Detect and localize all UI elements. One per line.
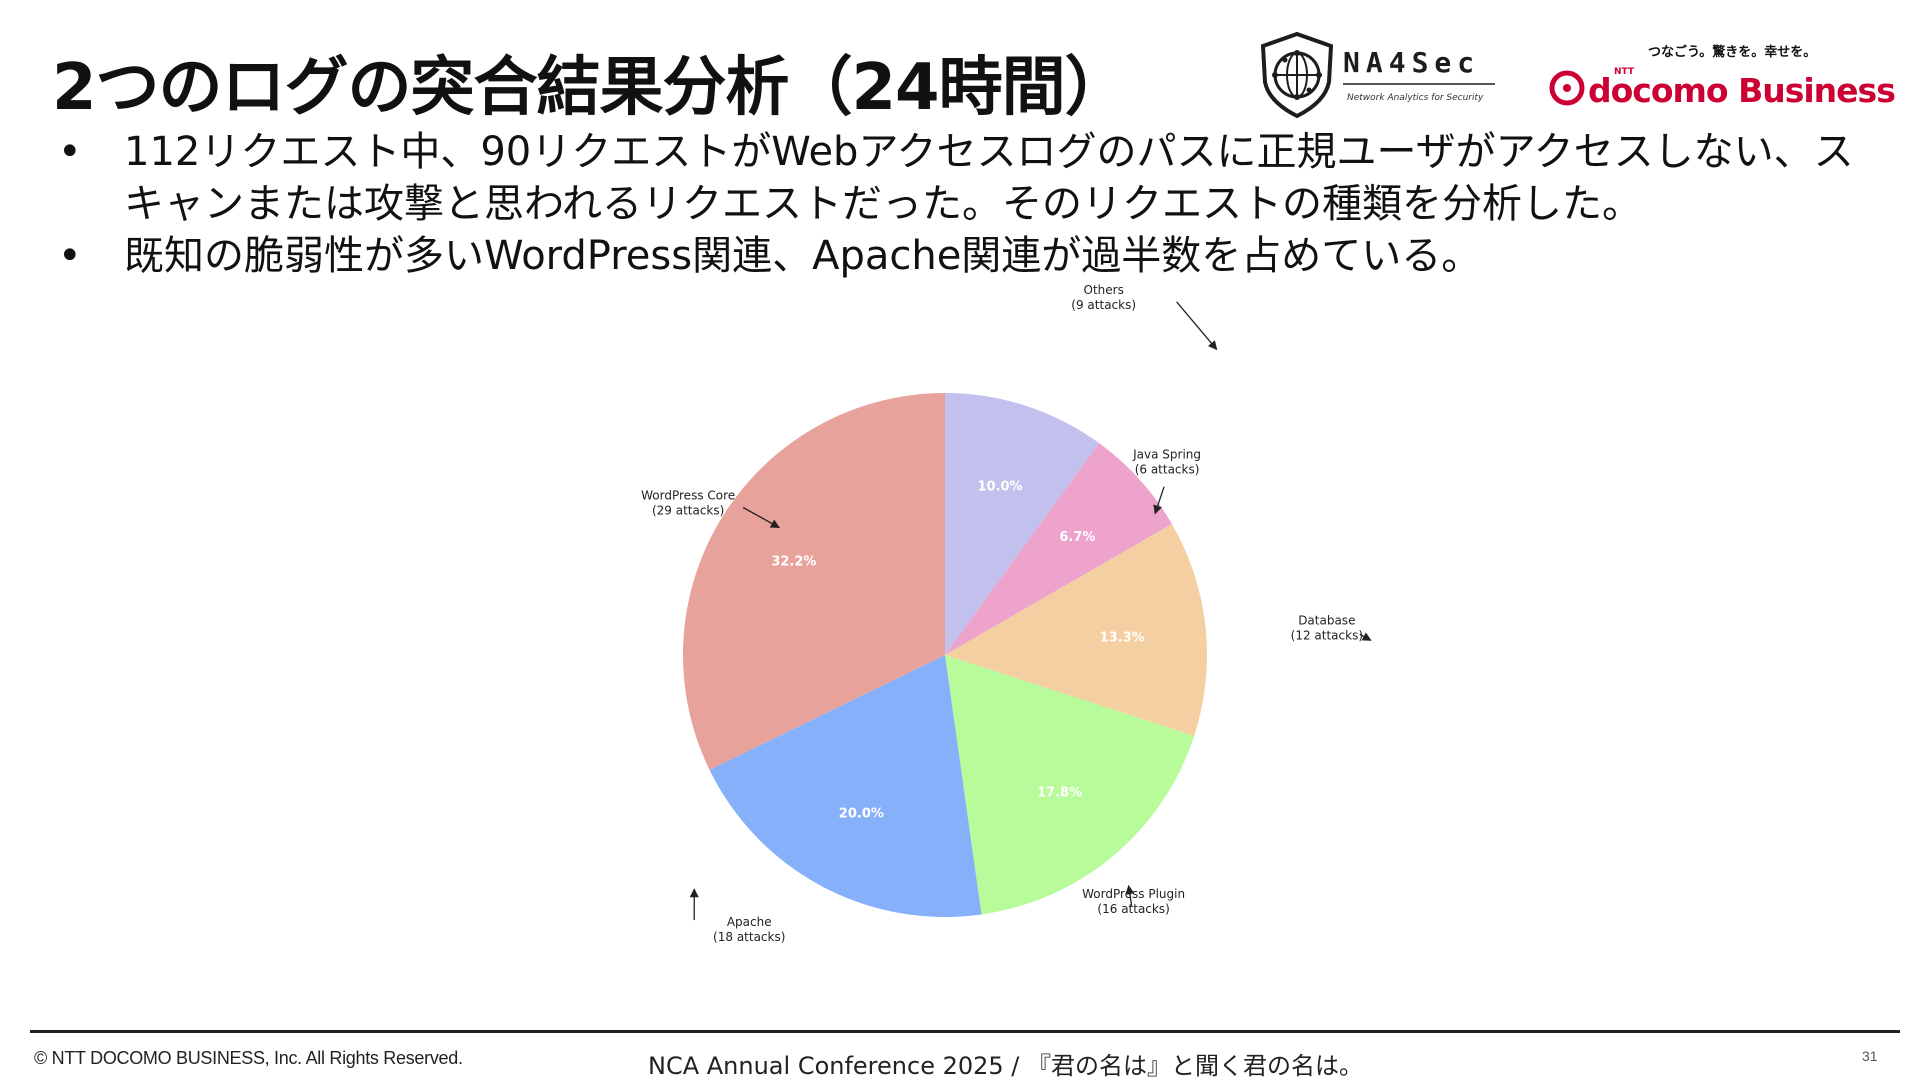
docomo-slogan: つなごう。驚きを。幸せを。 [1648,44,1816,60]
pie-percent-label: 20.0% [839,806,884,821]
na4sec-shield-logo [1260,31,1334,119]
pie-slice-wordpress-core [683,392,945,770]
bullet-item: • 既知の脆弱性が多いWordPress関連、Apache関連が過半数を占めてい… [52,230,1882,282]
pie-callout-label: Database [1298,613,1355,627]
slide-title: 2つのログの突合結果分析（24時間） [52,51,1129,125]
pie-percent-label: 32.2% [771,555,816,570]
pie-percent-label: 6.7% [1059,530,1095,545]
bullet-list: • 112リクエスト中、90リクエストがWebアクセスログのパスに正規ユーザがア… [52,126,1882,282]
pie-callout-count: (29 attacks) [652,504,724,518]
pie-slice-java-spring [945,443,1172,655]
pie-callout-count: (18 attacks) [713,930,785,944]
conference-title: NCA Annual Conference 2025 / 『君の名は』と聞く君の… [648,1052,1364,1080]
page-number: 31 [1862,1048,1878,1064]
pie-callout-label: WordPress Core [641,489,735,503]
pie-callout-arrow [1359,632,1372,641]
na4sec-tagline: Network Analytics for Security [1347,93,1484,103]
pie-slice-wordpress-plugin [945,655,1195,915]
pie-callout-count: (9 attacks) [1071,298,1136,312]
docomo-logo-mark [1549,70,1585,106]
na4sec-name: NA4Sec [1343,46,1480,79]
docomo-name: docomo Business [1588,71,1895,110]
pie-callout-label: Java Spring [1132,448,1201,462]
pie-percent-label: 17.8% [1037,785,1082,800]
pie-callout-count: (16 attacks) [1097,902,1169,916]
copyright-text: © NTT DOCOMO BUSINESS, Inc. All Rights R… [34,1048,463,1068]
pie-callout-arrow [1153,486,1165,515]
docomo-ntt: NTT [1614,67,1635,77]
pie-callout-label: Others [1084,283,1124,297]
pie-callout-arrow [1125,884,1135,906]
pie-slice-apache [709,655,982,918]
pie-callout-count: (6 attacks) [1135,463,1200,477]
docomo-business-logo: つなごう。驚きを。幸せを。 NTT docomo Business [1549,44,1896,110]
pie-callout-label: Apache [727,915,772,929]
bullet-text: 既知の脆弱性が多いWordPress関連、Apache関連が過半数を占めている。 [124,233,1482,279]
bullet-symbol: • [58,233,82,279]
pie-percent-label: 10.0% [977,480,1022,495]
pie-callout-count: (12 attacks) [1291,628,1363,642]
footer-divider [30,1030,1900,1033]
bullet-item: • 112リクエスト中、90リクエストがWebアクセスログのパスに正規ユーザがア… [52,126,1882,230]
pie-slice-others [945,393,1099,655]
na4sec-logo: NA4Sec Network Analytics for Security [1260,31,1495,119]
pie-slice-database [945,524,1207,736]
bullet-text: 112リクエスト中、90リクエストがWebアクセスログのパスに正規ユーザがアクセ… [124,129,1854,227]
pie-callout-arrow [1176,301,1218,351]
pie-callout-label: WordPress Plugin [1082,887,1185,901]
bullet-symbol: • [58,129,82,175]
pie-callout-arrow [742,506,780,529]
pie-percent-label: 13.3% [1100,630,1145,645]
pie-chart: 10.0% 6.7% 13.3% 17.8% 20.0% 32.2% Others(9 a… [641,283,1372,944]
